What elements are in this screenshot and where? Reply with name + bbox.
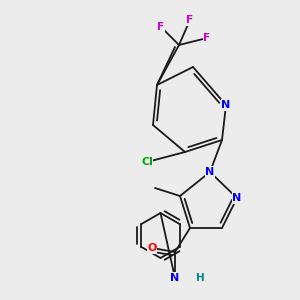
Text: O: O [147,243,157,253]
Text: N: N [221,100,231,110]
Text: F: F [186,15,194,25]
Text: F: F [203,33,211,43]
Text: N: N [170,273,180,283]
Text: N: N [206,167,214,177]
Text: H: H [196,273,204,283]
Text: F: F [158,22,165,32]
Text: Cl: Cl [141,157,153,167]
Text: N: N [232,193,242,203]
